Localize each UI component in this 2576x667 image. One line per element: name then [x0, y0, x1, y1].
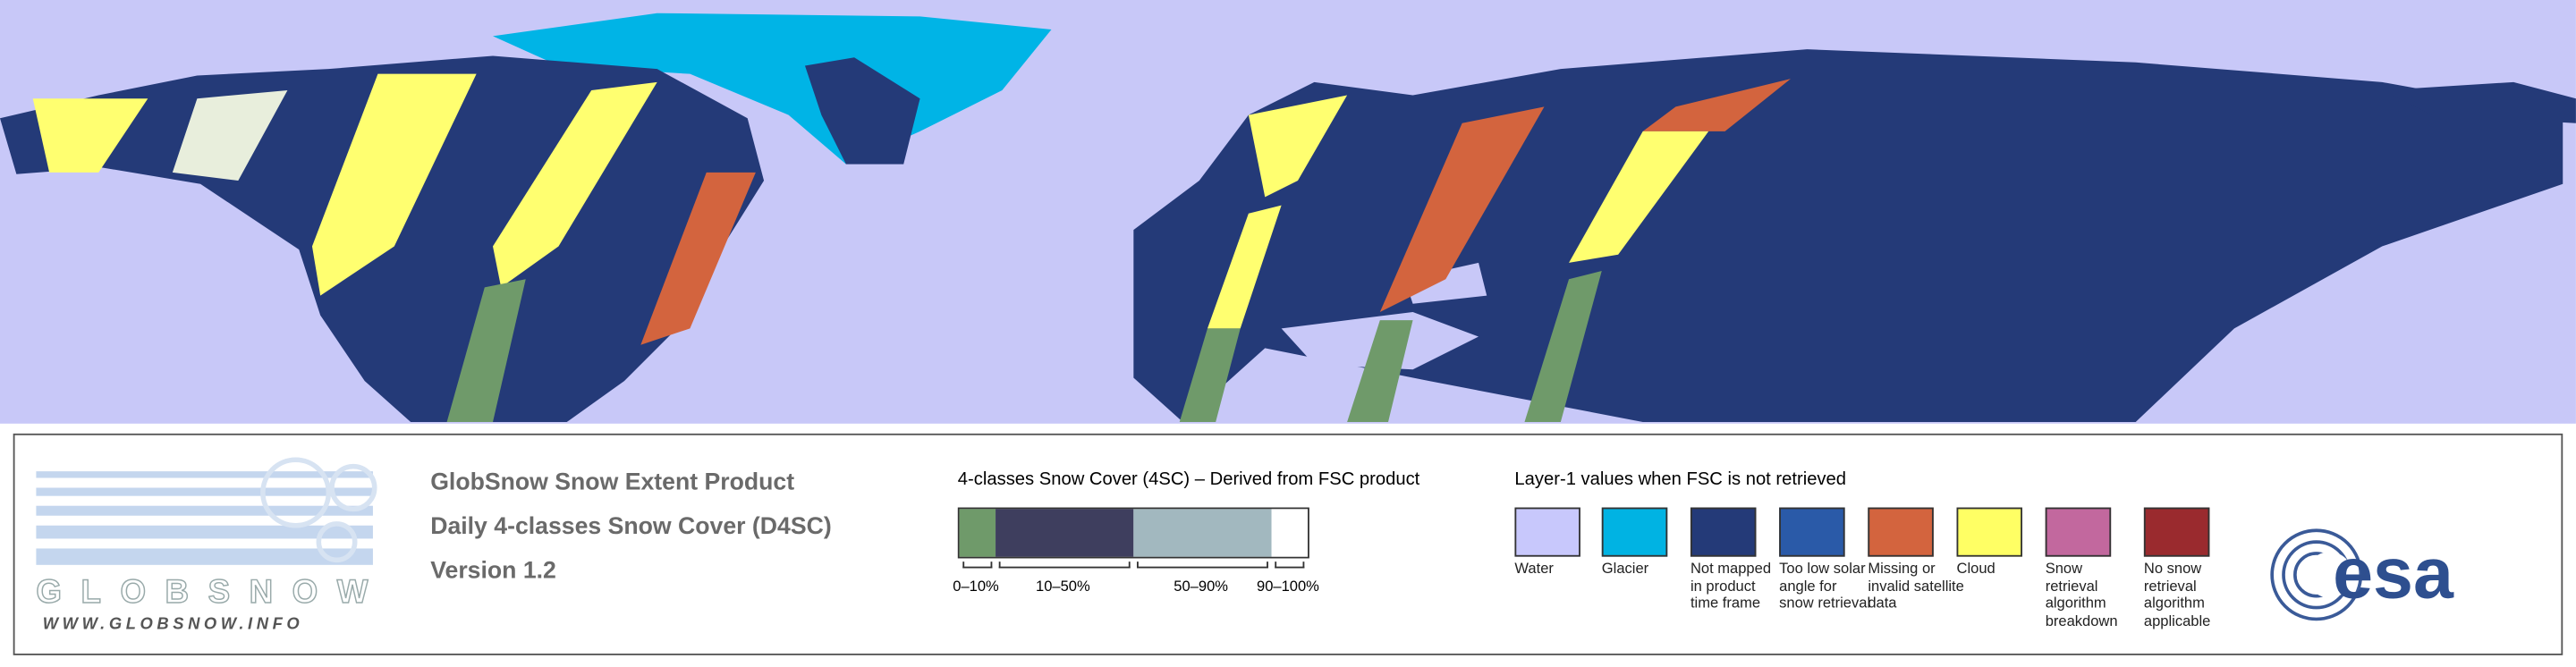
map: [0, 0, 2576, 424]
logo-name: GLOBSNOW: [36, 573, 373, 610]
snow-cover-bracket: [1275, 561, 1305, 569]
layer1-label: Cloud: [1956, 560, 1996, 577]
logo-url: WWW.GLOBSNOW.INFO: [43, 613, 304, 632]
snow-cover-swatch: [1133, 509, 1272, 557]
layer1-label: No snow retrieval algorithm applicable: [2143, 560, 2211, 629]
layer1-swatch: [1601, 507, 1668, 557]
layer1-label: Too low solar angle for snow retrieval: [1779, 560, 1871, 612]
snow-cover-label: 10–50%: [1036, 578, 1090, 595]
product-title: GlobSnow Snow Extent Product: [430, 469, 795, 496]
snow-cover-label: 50–90%: [1174, 578, 1228, 595]
esa-logo: esa: [2270, 528, 2454, 621]
product-version: Version 1.2: [430, 558, 556, 585]
snow-cover-label: 0–10%: [953, 578, 999, 595]
layer1-swatch: [1690, 507, 1757, 557]
product-subtitle: Daily 4-classes Snow Cover (D4SC): [430, 513, 832, 541]
layer1-swatch: [1514, 507, 1580, 557]
snow-cover-title: 4-classes Snow Cover (4SC) – Derived fro…: [957, 469, 1420, 490]
snow-cover-bracket: [1136, 561, 1268, 569]
globsnow-logo: GLOBSNOW WWW.GLOBSNOW.INFO: [36, 457, 377, 632]
snow-cover-bar: [957, 507, 1309, 559]
snow-cover-swatch: [996, 509, 1134, 557]
snow-cover-swatch: [1271, 509, 1309, 557]
layer1-label: Not mapped in product time frame: [1690, 560, 1772, 612]
snow-cover-bracket: [962, 561, 993, 569]
layer1-label: Water: [1514, 560, 1554, 577]
layer1-swatch: [1868, 507, 1934, 557]
layer1-title: Layer-1 values when FSC is not retrieved: [1514, 469, 1847, 490]
layer1-swatch: [2045, 507, 2112, 557]
snow-cover-label: 90–100%: [1257, 578, 1319, 595]
layer1-swatch: [1956, 507, 2022, 557]
layer1-swatch: [2143, 507, 2210, 557]
esa-text: esa: [2333, 534, 2454, 614]
layer1-label: Snow retrieval algorithm breakdown: [2045, 560, 2118, 629]
layer1-label: Glacier: [1601, 560, 1649, 577]
snow-cover-bracket: [998, 561, 1131, 569]
legend-panel: [13, 433, 2563, 655]
layer1-label: Missing or invalid satellite data: [1868, 560, 1964, 612]
snow-cover-swatch: [959, 509, 996, 557]
layer1-swatch: [1779, 507, 1845, 557]
